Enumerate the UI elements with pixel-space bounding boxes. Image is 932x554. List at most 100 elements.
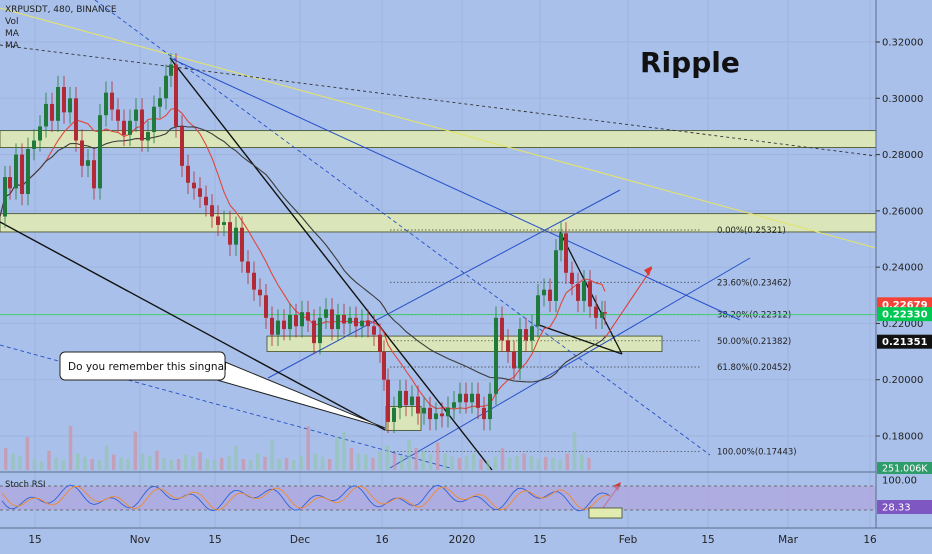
volume-bar-32 [234, 445, 238, 470]
candle-body-51 [300, 312, 304, 327]
volume-bar-65 [472, 453, 476, 470]
candle-body-8 [44, 103, 48, 127]
candle-body-70 [410, 396, 414, 406]
black-trendline-2 [169, 57, 493, 471]
candle-body-29 [169, 64, 173, 76]
volume-bar-9 [68, 426, 73, 470]
y-tick-label-5: 0.22000 [882, 319, 923, 330]
volume-bar-4 [32, 459, 37, 470]
candle-body-61 [360, 320, 364, 327]
annotation-text: Do you remember this singnal [68, 361, 227, 373]
volume-bar-80 [580, 454, 584, 470]
volume-bar-70 [508, 457, 512, 470]
candle-body-83 [488, 393, 492, 420]
volume-bar-74 [536, 459, 541, 470]
volume-bar-10 [76, 453, 80, 470]
candle-body-25 [146, 132, 150, 141]
candle-body-62 [366, 320, 370, 327]
candle-body-53 [312, 320, 316, 344]
volume-bar-61 [443, 453, 447, 470]
volume-bar-75 [544, 456, 548, 470]
candle-body-38 [222, 222, 226, 225]
rsi-tick-label-1: 28.33 [882, 503, 911, 514]
candle-body-99 [582, 281, 586, 301]
candle-body-86 [506, 340, 510, 352]
volume-bar-8 [61, 460, 66, 470]
dashed-blue-trendline [94, 0, 711, 456]
rsi-zone [588, 507, 623, 519]
indicator-ma-1[interactable]: MA [5, 29, 19, 39]
rsi-value-bg [877, 500, 932, 514]
volume-bar-28 [205, 459, 210, 470]
rsi-label: Stoch RSI [5, 480, 46, 490]
fib-label-0: 0.00%(0.25321) [717, 226, 786, 236]
volume-label-bg [877, 462, 932, 474]
volume-bar-79 [572, 431, 577, 470]
indicator-ma-2[interactable]: MA [5, 41, 19, 51]
candle-body-35 [204, 196, 208, 206]
candle-body-76 [446, 407, 450, 417]
candle-body-14 [80, 140, 84, 166]
volume-bar-45 [328, 459, 332, 470]
candle-body-13 [74, 98, 78, 141]
volume-bar-39 [284, 457, 289, 470]
fib-label-4: 61.80%(0.20452) [717, 363, 791, 373]
candle-body-56 [330, 309, 334, 330]
candle-body-15 [86, 160, 90, 166]
blue-channel-lower [389, 257, 751, 469]
candle-body-92 [542, 289, 546, 296]
candle-body-72 [422, 407, 426, 414]
candle-body-100 [588, 281, 592, 307]
candle-body-93 [548, 289, 552, 301]
volume-bar-7 [54, 457, 58, 470]
volume-bar-34 [248, 460, 253, 470]
candle-body-43 [252, 272, 256, 290]
candle-body-24 [140, 109, 144, 141]
volume-bar-20 [148, 456, 152, 470]
price-label-1: 0.22330 [882, 310, 928, 321]
x-tick-label-2: 15 [208, 534, 221, 546]
candle-body-81 [476, 393, 480, 408]
wedge-lower [535, 323, 623, 355]
volume-bar-5 [40, 461, 44, 470]
volume-bar-43 [313, 453, 318, 470]
candle-body-103 [603, 312, 607, 314]
fib-label-2: 38.20%(0.22312) [717, 311, 791, 321]
volume-bar-73 [529, 456, 534, 470]
candle-body-102 [600, 312, 604, 318]
symbol-label[interactable]: XRPUSDT, 480, BINANCE [5, 5, 117, 15]
red-arrow-shaft [604, 267, 653, 339]
volume-bar-30 [220, 457, 224, 470]
candle-body-64 [378, 334, 382, 352]
volume-bar-31 [227, 455, 231, 470]
indicator-vol[interactable]: Vol [5, 17, 19, 27]
volume-bar-33 [241, 459, 246, 470]
x-tick-label-7: Feb [619, 534, 638, 546]
candle-body-55 [324, 309, 328, 318]
volume-bar-59 [428, 454, 433, 470]
candle-body-7 [38, 126, 42, 141]
candle-body-2 [8, 177, 12, 189]
candle-body-26 [152, 106, 156, 133]
volume-bar-58 [421, 450, 426, 470]
support-zone-2 [266, 335, 663, 352]
candle-body-82 [482, 407, 486, 420]
candle-body-69 [404, 390, 408, 406]
candle-body-71 [416, 396, 420, 414]
candle-body-27 [158, 98, 162, 107]
candle-body-96 [564, 233, 568, 273]
x-tick-label-1: Nov [130, 534, 151, 546]
candle-body-68 [398, 390, 402, 408]
candle-body-95 [559, 233, 563, 251]
volume-bar-14 [104, 445, 109, 470]
stoch-rsi-panel: Stoch RSI [0, 471, 932, 519]
volume-bar-11 [83, 456, 87, 470]
volume-bar-19 [140, 453, 145, 470]
candle-body-58 [342, 314, 346, 324]
candle-body-87 [512, 351, 516, 369]
volume-bar-57 [414, 448, 418, 470]
axis-background [876, 0, 932, 550]
volume-bar-1 [11, 453, 15, 470]
